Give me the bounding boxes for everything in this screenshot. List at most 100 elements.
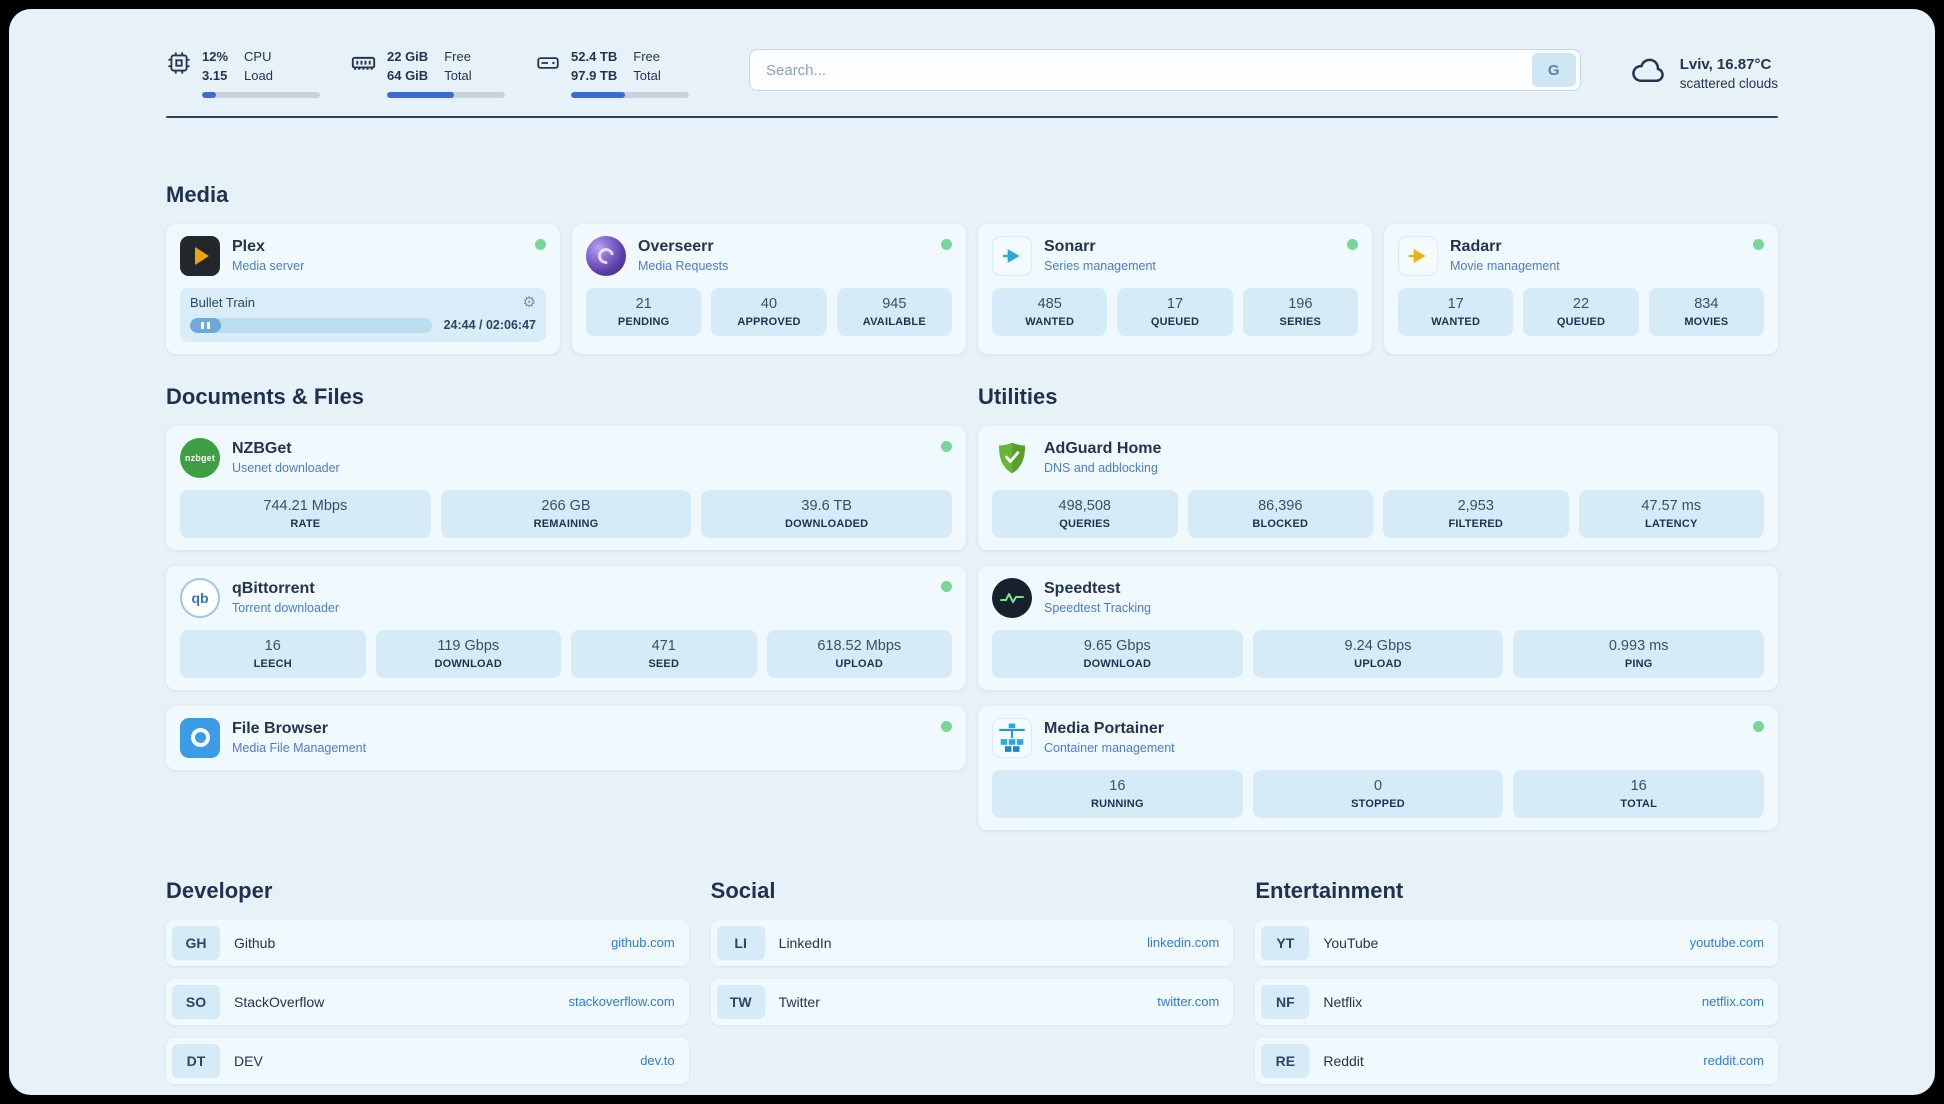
search-engine-button[interactable]: G	[1531, 53, 1576, 87]
bookmark-name: Twitter	[778, 993, 820, 1010]
bookmark-twitter[interactable]: TW Twitter twitter.com	[710, 978, 1234, 1025]
stat-box: 2,953 FILTERED	[1383, 489, 1569, 538]
bookmark-url[interactable]: dev.to	[640, 1053, 675, 1069]
stat-box: 618.52 Mbps UPLOAD	[766, 629, 952, 678]
stat-box: 16 TOTAL	[1513, 769, 1765, 818]
stat-box: 86,396 BLOCKED	[1187, 489, 1373, 538]
stat-value: 834	[1694, 295, 1719, 312]
stat-value: 485	[1037, 295, 1062, 312]
bookmark-url[interactable]: twitter.com	[1157, 994, 1220, 1010]
bookmark-name: LinkedIn	[778, 934, 832, 951]
stat-value: 0.993 ms	[1608, 637, 1669, 654]
app-card-overseerr[interactable]: Overseerr Media Requests 21 PENDING 40 A…	[572, 223, 966, 354]
app-card-nzbget[interactable]: nzbget NZBGet Usenet downloader 744.21 M…	[166, 425, 966, 550]
cpu-icon	[166, 50, 192, 98]
stat-value: 16	[264, 637, 281, 654]
status-dot	[941, 720, 952, 732]
radarr-icon[interactable]	[1398, 235, 1438, 276]
disk-icon	[535, 50, 561, 98]
filebrowser-icon[interactable]	[180, 717, 220, 758]
cloud-icon	[1631, 57, 1667, 90]
stat-label: MOVIES	[1684, 315, 1729, 328]
bookmark-dev[interactable]: DT DEV dev.to	[166, 1037, 689, 1084]
bookmark-url[interactable]: linkedin.com	[1147, 935, 1220, 951]
stat-label: PING	[1624, 657, 1653, 670]
bookmark-name: Github	[234, 934, 276, 951]
status-dot	[941, 238, 952, 250]
stat-value: 618.52 Mbps	[817, 637, 902, 654]
status-dot	[941, 440, 952, 452]
stat-label: QUEUED	[1150, 315, 1200, 328]
app-card-qbittorrent[interactable]: qb qBittorrent Torrent downloader 16 LEE…	[166, 565, 966, 690]
stat-box: 40 APPROVED	[711, 287, 827, 336]
stat-label: LATENCY	[1644, 517, 1698, 530]
cpu-load-label: Load	[244, 67, 273, 83]
plex-icon[interactable]	[180, 235, 220, 276]
gear-icon[interactable]: ⚙	[522, 292, 536, 311]
stat-box: 16 LEECH	[180, 629, 366, 678]
stat-label: TOTAL	[1620, 797, 1657, 810]
playback-progress-bar[interactable]	[190, 317, 432, 333]
app-title: Speedtest	[1044, 580, 1121, 598]
app-subtitle: Usenet downloader	[232, 461, 340, 476]
bookmark-netflix[interactable]: NF Netflix netflix.com	[1255, 978, 1778, 1025]
disk-widget: 52.4 TB 97.9 TB Free Total	[535, 49, 689, 98]
stat-label: WANTED	[1431, 315, 1481, 328]
weather-condition: scattered clouds	[1679, 75, 1778, 91]
stat-label: SERIES	[1279, 315, 1322, 328]
disk-total-label: Total	[633, 67, 661, 83]
stat-box: 9.24 Gbps UPLOAD	[1252, 629, 1504, 678]
app-card-portainer[interactable]: Media Portainer Container management 16 …	[978, 705, 1778, 830]
bookmark-name: StackOverflow	[234, 993, 325, 1010]
stat-value: 266 GB	[541, 497, 591, 514]
stat-box: 119 Gbps DOWNLOAD	[375, 629, 561, 678]
app-card-adguard[interactable]: AdGuard Home DNS and adblocking 498,508 …	[978, 425, 1778, 550]
sonarr-icon[interactable]	[992, 235, 1032, 276]
qbittorrent-icon[interactable]: qb	[180, 577, 220, 618]
app-title: File Browser	[232, 720, 329, 738]
portainer-icon[interactable]	[992, 717, 1032, 758]
app-subtitle: Media server	[232, 259, 305, 274]
app-card-filebrowser[interactable]: File Browser Media File Management	[166, 705, 966, 770]
memory-widget: 22 GiB 64 GiB Free Total	[350, 49, 505, 98]
bookmark-url[interactable]: github.com	[611, 935, 675, 951]
adguard-icon[interactable]	[992, 438, 1032, 478]
stat-label: BLOCKED	[1252, 517, 1309, 530]
stat-box: 485 WANTED	[992, 287, 1108, 336]
stat-label: QUEUED	[1556, 315, 1606, 328]
bookmark-url[interactable]: youtube.com	[1689, 935, 1764, 951]
app-card-speedtest[interactable]: Speedtest Speedtest Tracking 9.65 Gbps D…	[978, 565, 1778, 690]
pause-icon[interactable]	[190, 317, 222, 333]
app-card-radarr[interactable]: Radarr Movie management 17 WANTED 22 QUE…	[1384, 223, 1778, 354]
bookmark-abbr: SO	[172, 984, 220, 1019]
stat-label: FILTERED	[1448, 517, 1504, 530]
stat-box: 744.21 Mbps RATE	[180, 489, 431, 538]
app-card-sonarr[interactable]: Sonarr Series management 485 WANTED 17 Q…	[978, 223, 1372, 354]
nzbget-icon[interactable]: nzbget	[180, 437, 220, 478]
overseerr-icon[interactable]	[586, 235, 626, 276]
bookmark-url[interactable]: reddit.com	[1703, 1053, 1764, 1069]
bookmark-reddit[interactable]: RE Reddit reddit.com	[1255, 1037, 1778, 1084]
speedtest-icon[interactable]	[992, 577, 1032, 618]
bookmark-youtube[interactable]: YT YouTube youtube.com	[1255, 919, 1778, 966]
stat-box: 196 SERIES	[1242, 287, 1358, 336]
bookmark-name: DEV	[234, 1052, 263, 1069]
app-card-plex[interactable]: Plex Media server Bullet Train ⚙ 24:44	[166, 223, 560, 354]
media-grid: Plex Media server Bullet Train ⚙ 24:44	[166, 223, 1778, 354]
bookmark-linkedin[interactable]: LI LinkedIn linkedin.com	[710, 919, 1234, 966]
cpu-load-value: 3.15	[202, 67, 228, 83]
stat-label: DOWNLOAD	[1083, 657, 1152, 670]
stat-value: 47.57 ms	[1641, 497, 1702, 514]
search-bar: G	[749, 49, 1581, 91]
status-dot	[1347, 238, 1358, 250]
bookmark-stackoverflow[interactable]: SO StackOverflow stackoverflow.com	[166, 978, 689, 1025]
bookmark-url[interactable]: stackoverflow.com	[568, 994, 675, 1010]
playback-time: 24:44 / 02:06:47	[443, 318, 536, 333]
section-title-developer: Developer	[166, 877, 273, 903]
status-dot	[535, 238, 546, 250]
bookmark-url[interactable]: netflix.com	[1701, 994, 1764, 1010]
bookmark-github[interactable]: GH Github github.com	[166, 919, 689, 966]
search-input[interactable]	[766, 61, 1532, 79]
stat-label: LEECH	[253, 657, 292, 670]
bookmark-abbr: TW	[716, 984, 765, 1019]
